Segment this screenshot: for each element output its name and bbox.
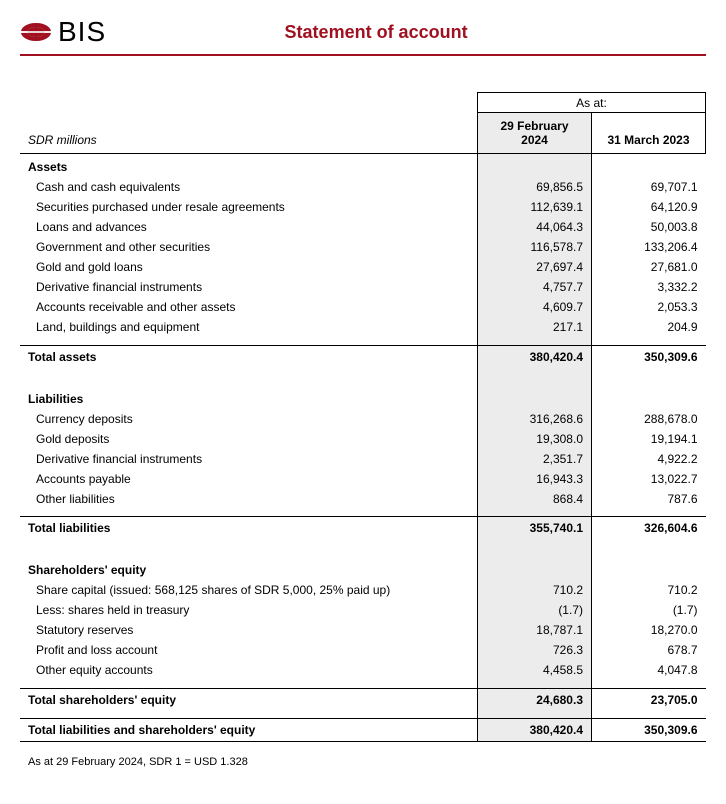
- row-value-2: 27,681.0: [592, 257, 706, 277]
- row-value-2: 710.2: [592, 580, 706, 600]
- bis-logo-icon: [20, 20, 52, 44]
- row-value-1: 217.1: [478, 317, 592, 337]
- row-value-1: (1.7): [478, 600, 592, 620]
- row-value-1: 18,787.1: [478, 620, 592, 640]
- row-value-1: 44,064.3: [478, 217, 592, 237]
- assets-heading: Assets: [20, 154, 706, 178]
- statement-table: As at: SDR millions 29 February 2024 31 …: [20, 92, 706, 742]
- row-label: Currency deposits: [20, 409, 478, 429]
- row-value-2: 4,922.2: [592, 449, 706, 469]
- page-title: Statement of account: [106, 22, 706, 43]
- row-value-1: 868.4: [478, 489, 592, 509]
- row-value-1: 19,308.0: [478, 429, 592, 449]
- liabilities-row: Other liabilities868.4787.6: [20, 489, 706, 509]
- row-label: Securities purchased under resale agreem…: [20, 197, 478, 217]
- liabilities-heading: Liabilities: [20, 386, 706, 409]
- grand-total: Total liabilities and shareholders' equi…: [20, 719, 706, 742]
- page-header: BIS Statement of account: [20, 16, 706, 56]
- equity-heading: Shareholders' equity: [20, 557, 706, 580]
- row-value-2: 18,270.0: [592, 620, 706, 640]
- row-value-2: 19,194.1: [592, 429, 706, 449]
- equity-row: Less: shares held in treasury(1.7)(1.7): [20, 600, 706, 620]
- row-label: Share capital (issued: 568,125 shares of…: [20, 580, 478, 600]
- row-label: Derivative financial instruments: [20, 449, 478, 469]
- row-value-2: 204.9: [592, 317, 706, 337]
- row-value-1: 710.2: [478, 580, 592, 600]
- row-value-1: 316,268.6: [478, 409, 592, 429]
- row-value-2: 50,003.8: [592, 217, 706, 237]
- liabilities-total: Total liabilities 355,740.1 326,604.6: [20, 517, 706, 540]
- row-label: Cash and cash equivalents: [20, 177, 478, 197]
- row-label: Government and other securities: [20, 237, 478, 257]
- column-headers: SDR millions 29 February 2024 31 March 2…: [20, 113, 706, 154]
- equity-total: Total shareholders' equity 24,680.3 23,7…: [20, 688, 706, 711]
- row-label: Other equity accounts: [20, 660, 478, 680]
- row-value-2: (1.7): [592, 600, 706, 620]
- assets-total: Total assets 380,420.4 350,309.6: [20, 345, 706, 368]
- row-label: Land, buildings and equipment: [20, 317, 478, 337]
- row-value-1: 27,697.4: [478, 257, 592, 277]
- row-value-2: 69,707.1: [592, 177, 706, 197]
- brand-name: BIS: [58, 16, 106, 48]
- row-value-2: 288,678.0: [592, 409, 706, 429]
- as-at-row: As at:: [20, 93, 706, 113]
- row-value-2: 2,053.3: [592, 297, 706, 317]
- row-value-1: 2,351.7: [478, 449, 592, 469]
- brand-logo: BIS: [20, 16, 106, 48]
- row-label: Accounts receivable and other assets: [20, 297, 478, 317]
- assets-row: Loans and advances44,064.350,003.8: [20, 217, 706, 237]
- row-label: Loans and advances: [20, 217, 478, 237]
- row-label: Less: shares held in treasury: [20, 600, 478, 620]
- assets-row: Government and other securities116,578.7…: [20, 237, 706, 257]
- row-label: Profit and loss account: [20, 640, 478, 660]
- row-value-1: 112,639.1: [478, 197, 592, 217]
- row-value-2: 678.7: [592, 640, 706, 660]
- assets-row: Cash and cash equivalents69,856.569,707.…: [20, 177, 706, 197]
- row-value-1: 4,458.5: [478, 660, 592, 680]
- row-value-1: 726.3: [478, 640, 592, 660]
- liabilities-row: Gold deposits19,308.019,194.1: [20, 429, 706, 449]
- footnote: As at 29 February 2024, SDR 1 = USD 1.32…: [20, 756, 706, 768]
- assets-row: Gold and gold loans27,697.427,681.0: [20, 257, 706, 277]
- row-value-1: 116,578.7: [478, 237, 592, 257]
- liabilities-row: Derivative financial instruments2,351.74…: [20, 449, 706, 469]
- as-at-label: As at:: [478, 93, 706, 113]
- row-value-2: 4,047.8: [592, 660, 706, 680]
- row-value-1: 4,757.7: [478, 277, 592, 297]
- row-value-2: 3,332.2: [592, 277, 706, 297]
- col-header-2: 31 March 2023: [592, 113, 706, 154]
- row-label: Accounts payable: [20, 469, 478, 489]
- row-value-2: 787.6: [592, 489, 706, 509]
- unit-label: SDR millions: [20, 113, 478, 154]
- equity-row: Share capital (issued: 568,125 shares of…: [20, 580, 706, 600]
- assets-row: Securities purchased under resale agreem…: [20, 197, 706, 217]
- equity-row: Profit and loss account726.3678.7: [20, 640, 706, 660]
- assets-row: Land, buildings and equipment217.1204.9: [20, 317, 706, 337]
- equity-row: Other equity accounts4,458.54,047.8: [20, 660, 706, 680]
- row-value-1: 69,856.5: [478, 177, 592, 197]
- row-value-2: 64,120.9: [592, 197, 706, 217]
- row-label: Statutory reserves: [20, 620, 478, 640]
- row-label: Derivative financial instruments: [20, 277, 478, 297]
- col-header-1: 29 February 2024: [478, 113, 592, 154]
- row-label: Gold deposits: [20, 429, 478, 449]
- row-value-1: 16,943.3: [478, 469, 592, 489]
- row-value-2: 133,206.4: [592, 237, 706, 257]
- row-label: Other liabilities: [20, 489, 478, 509]
- liabilities-row: Accounts payable16,943.313,022.7: [20, 469, 706, 489]
- assets-row: Accounts receivable and other assets4,60…: [20, 297, 706, 317]
- row-value-1: 4,609.7: [478, 297, 592, 317]
- row-value-2: 13,022.7: [592, 469, 706, 489]
- assets-row: Derivative financial instruments4,757.73…: [20, 277, 706, 297]
- equity-row: Statutory reserves18,787.118,270.0: [20, 620, 706, 640]
- row-label: Gold and gold loans: [20, 257, 478, 277]
- liabilities-row: Currency deposits316,268.6288,678.0: [20, 409, 706, 429]
